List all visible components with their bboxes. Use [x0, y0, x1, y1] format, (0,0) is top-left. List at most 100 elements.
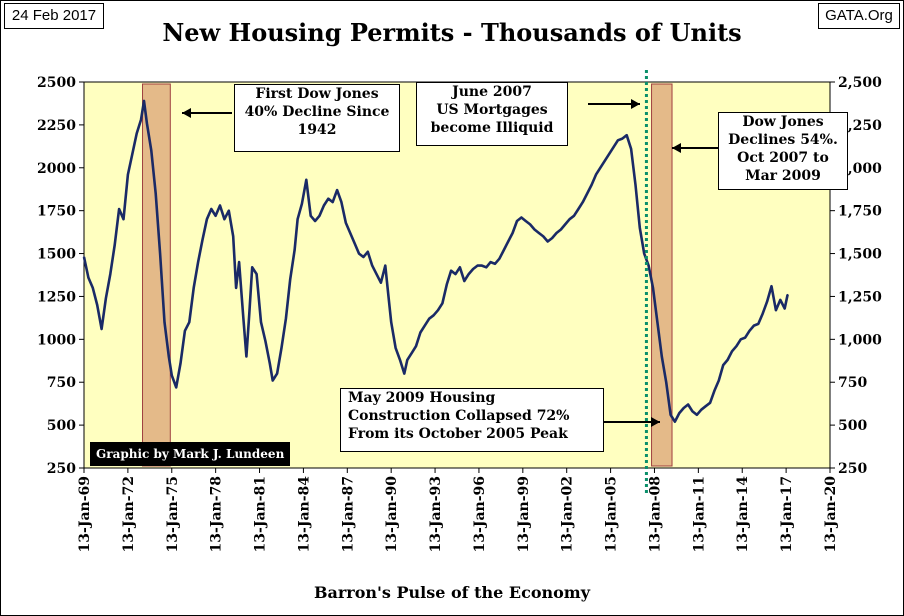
chart-title: New Housing Permits - Thousands of Units [162, 18, 742, 47]
date-label: 24 Feb 2017 [4, 3, 104, 29]
y-tick-label-left: 250 [47, 461, 76, 477]
data-point [163, 321, 166, 324]
y-tick-label-right: 1,250 [838, 289, 882, 305]
data-point [450, 269, 453, 272]
data-point [568, 218, 571, 221]
data-point [511, 232, 514, 234]
data-point [145, 122, 148, 125]
data-point [748, 329, 751, 332]
data-point [126, 173, 129, 176]
data-point [638, 226, 641, 229]
data-point [415, 345, 417, 348]
data-point [366, 250, 369, 253]
data-point [524, 220, 527, 222]
data-point [159, 252, 161, 255]
data-point [384, 264, 387, 267]
y-tick-label-right: 2,250 [838, 118, 882, 134]
data-point [100, 328, 103, 330]
data-point [472, 268, 474, 270]
data-point [245, 355, 248, 358]
data-point [184, 329, 186, 332]
data-point [520, 216, 523, 219]
data-point [459, 266, 461, 269]
data-point [713, 389, 716, 392]
data-point [423, 324, 426, 327]
data-point [122, 218, 125, 221]
data-point [235, 286, 238, 289]
data-point [387, 293, 390, 296]
data-point [581, 201, 584, 203]
annotation-first-dow-decline: First Dow Jones 40% Decline Since 1942 [234, 84, 400, 152]
data-point [140, 118, 142, 121]
data-point [113, 244, 116, 246]
data-point [625, 134, 628, 137]
data-point [309, 214, 312, 217]
data-point [105, 297, 107, 300]
y-tick-label-left: 500 [47, 418, 76, 434]
data-point [410, 352, 413, 354]
data-point [293, 249, 296, 252]
annotation-mortgages-illiquid: June 2007 US Mortgages become Illiquid [416, 82, 568, 146]
data-point [739, 338, 742, 341]
data-point [590, 184, 593, 186]
x-tick-label: 13-Jan-17 [779, 476, 795, 552]
data-point [91, 286, 94, 289]
data-point [564, 223, 567, 226]
data-point [779, 298, 782, 301]
data-point [276, 372, 278, 375]
data-point [150, 149, 153, 152]
data-point [349, 232, 352, 234]
data-point [770, 285, 773, 288]
data-point [432, 314, 435, 317]
data-point [131, 153, 134, 155]
y-tick-label-right: 250 [838, 461, 867, 477]
data-point [516, 220, 518, 222]
data-point [463, 280, 466, 282]
data-point [219, 204, 221, 207]
y-tick-label-left: 2500 [37, 75, 76, 91]
data-point [700, 408, 703, 411]
data-point [336, 189, 338, 191]
arrow-may2009-head [651, 417, 660, 427]
data-point [362, 256, 365, 258]
y-tick-label-right: 2,000 [838, 161, 882, 177]
data-point [284, 317, 287, 320]
x-tick-label: 13-Jan-02 [560, 476, 576, 552]
x-tick-label: 13-Jan-99 [516, 476, 532, 552]
data-point [331, 201, 334, 203]
data-point [704, 405, 707, 408]
data-point [301, 202, 303, 205]
data-point [340, 201, 343, 203]
data-point [630, 148, 632, 150]
data-point [118, 208, 121, 210]
data-point [722, 364, 725, 366]
data-point [529, 223, 532, 226]
data-point [546, 240, 549, 243]
data-point [205, 218, 208, 221]
data-point [757, 322, 760, 325]
arrow-1942-head [182, 108, 191, 118]
data-point [731, 350, 733, 353]
data-point [305, 178, 308, 181]
data-point [445, 283, 448, 286]
data-point [260, 321, 262, 324]
data-point [586, 192, 589, 195]
arrow-2009-head [672, 143, 681, 153]
data-point [709, 401, 711, 404]
data-point [485, 266, 488, 269]
data-point [268, 362, 271, 365]
y-tick-label-left: 1750 [37, 204, 76, 220]
data-point [437, 309, 439, 312]
data-point [271, 379, 274, 382]
data-point [555, 232, 558, 234]
y-tick-label-right: 1,500 [838, 247, 882, 263]
data-point [201, 238, 204, 241]
data-point [691, 410, 694, 413]
data-point [498, 257, 501, 260]
x-tick-label: 13-Jan-78 [209, 476, 225, 552]
data-point [167, 355, 170, 358]
data-point [232, 235, 235, 238]
data-point [551, 237, 553, 240]
data-point [595, 173, 597, 176]
data-point [380, 281, 382, 284]
